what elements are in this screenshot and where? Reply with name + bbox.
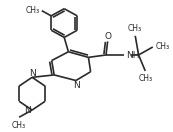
Text: CH₃: CH₃ [156,43,170,51]
Text: N: N [29,69,36,78]
Text: CH₃: CH₃ [127,24,142,33]
Text: N: N [24,106,31,115]
Text: NH: NH [126,51,140,60]
Text: CH₃: CH₃ [139,74,153,83]
Text: N: N [74,81,80,90]
Text: CH₃: CH₃ [26,6,40,15]
Text: CH₃: CH₃ [11,121,25,130]
Text: O: O [104,32,111,41]
